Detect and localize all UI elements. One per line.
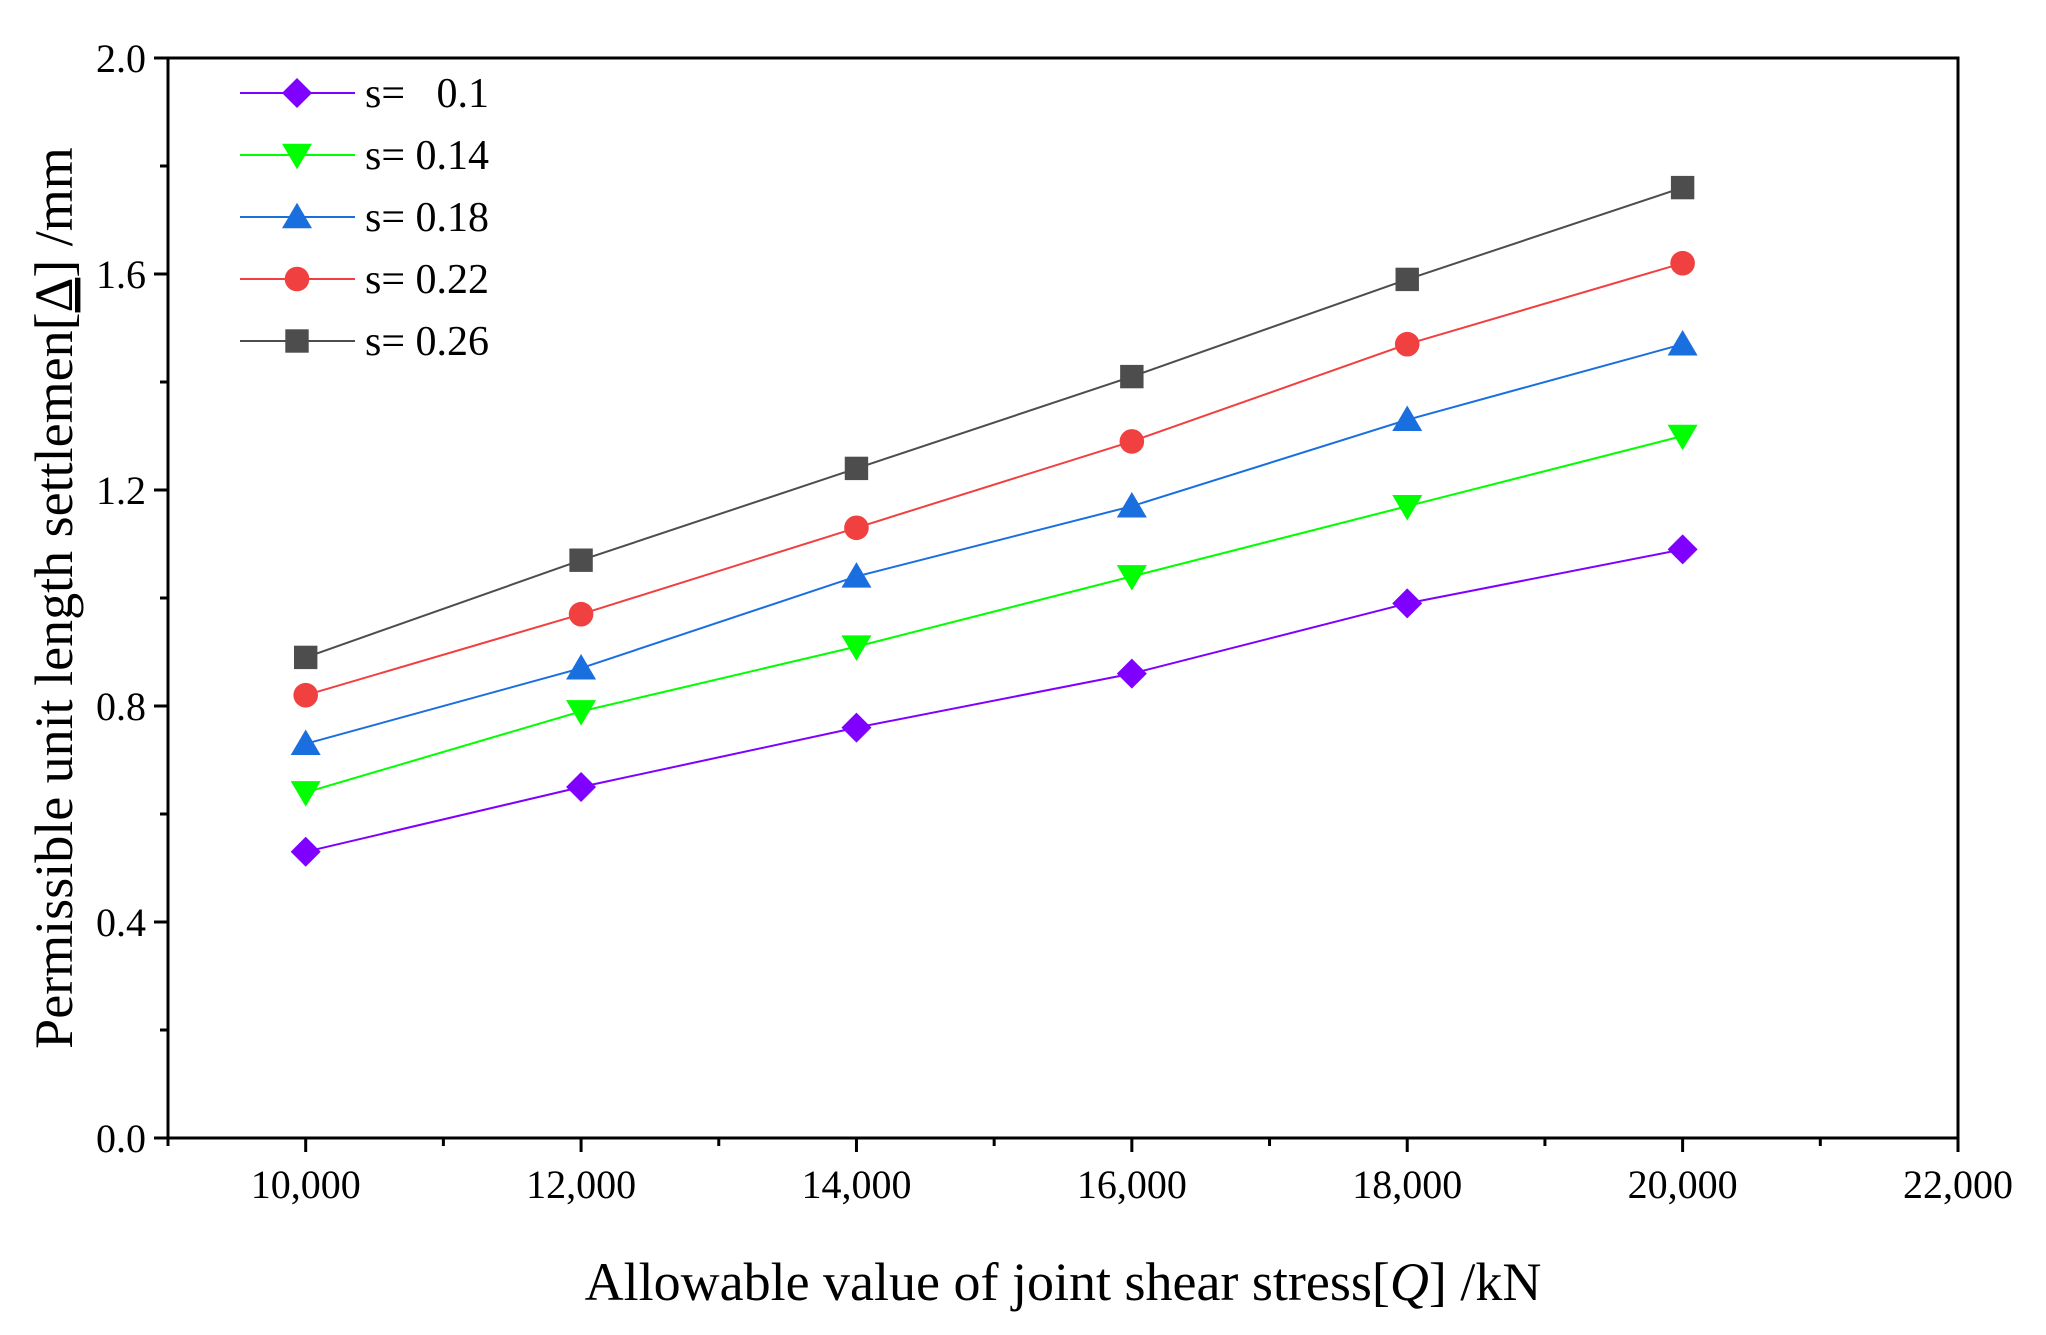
- data-point: [566, 700, 597, 726]
- legend-item: s= 0.14: [240, 133, 489, 179]
- series-line: [305, 262, 1683, 697]
- y-tick-label: 0.0: [96, 1116, 146, 1161]
- y-axis-title: Permissible unit length settlemen[Δ] /mm: [24, 147, 84, 1049]
- series-s-0-1: [290, 534, 1698, 867]
- legend-marker: [282, 78, 312, 108]
- y-axis-title-post: ] /mm: [24, 147, 84, 278]
- series-line: [305, 186, 1683, 659]
- data-point: [1119, 429, 1145, 454]
- legend-marker: [285, 329, 309, 353]
- y-axis-title-pre: Permissible unit length settlemen[: [24, 312, 84, 1048]
- data-point: [1392, 588, 1423, 619]
- y-axis-title-delta: Δ: [24, 278, 84, 313]
- series-line: [305, 548, 1683, 853]
- series-line: [305, 435, 1683, 794]
- legend-item: s= 0.26: [240, 319, 489, 365]
- data-point: [293, 682, 318, 708]
- y-tick-label: 2.0: [96, 36, 146, 81]
- data-point: [1116, 565, 1147, 591]
- data-point: [841, 562, 872, 588]
- x-tick-label: 14,000: [801, 1162, 911, 1207]
- data-point: [1670, 175, 1695, 200]
- data-point: [1116, 491, 1147, 518]
- data-point: [569, 548, 593, 572]
- x-axis-title-post: ] /kN: [1429, 1252, 1541, 1312]
- data-point: [844, 456, 869, 481]
- data-point: [1670, 250, 1695, 276]
- data-point: [1667, 329, 1698, 356]
- x-axis-title-italic: Q: [1390, 1252, 1429, 1312]
- series-s-0-22: [293, 250, 1695, 708]
- legend-marker: [284, 266, 310, 292]
- data-point: [290, 729, 321, 756]
- legend-label: s= 0.18: [365, 195, 489, 241]
- x-tick-label: 18,000: [1352, 1162, 1462, 1207]
- y-tick-label: 0.8: [96, 684, 146, 729]
- data-point: [566, 653, 597, 680]
- legend-label: s= 0.1: [365, 71, 489, 117]
- y-tick-label: 1.6: [96, 252, 146, 297]
- series-line: [305, 343, 1683, 745]
- series-s-0-18: [290, 329, 1698, 756]
- plot-frame: [166, 56, 1960, 1140]
- data-point: [1120, 364, 1144, 389]
- legend-marker: [282, 143, 312, 170]
- x-axis-title-pre: Allowable value of joint shear stress[: [585, 1252, 1390, 1312]
- series-s-0-14: [290, 424, 1698, 807]
- x-tick-label: 20,000: [1628, 1162, 1738, 1207]
- legend-label: s= 0.22: [365, 257, 489, 303]
- data-point: [1392, 494, 1423, 521]
- axis-ticks: 10,000 12,000 14,000 16,000 18,000 20,000 22,0…: [96, 36, 2013, 1207]
- y-tick-label: 0.4: [96, 900, 146, 945]
- legend: s= 0.1 s= 0.14 s= 0.18 s= 0.22 s= 0.26: [240, 71, 489, 365]
- data-point: [841, 635, 872, 661]
- legend-item: s= 0.18: [240, 195, 489, 241]
- data-point: [293, 645, 318, 670]
- x-axis-title: Allowable value of joint shear stress[Q]…: [585, 1252, 1542, 1312]
- x-tick-label: 12,000: [526, 1162, 636, 1207]
- legend-item: s= 0.1: [240, 71, 489, 117]
- x-tick-label: 10,000: [251, 1162, 361, 1207]
- legend-label: s= 0.14: [365, 133, 489, 179]
- data-point: [1392, 405, 1423, 432]
- data-point: [290, 836, 321, 867]
- legend-label: s= 0.26: [365, 319, 489, 365]
- data-point: [1116, 658, 1147, 689]
- data-point: [1667, 534, 1698, 565]
- data-point: [1394, 331, 1420, 357]
- data-point: [568, 601, 594, 627]
- data-point: [844, 515, 869, 541]
- legend-marker: [282, 202, 312, 229]
- data-point: [566, 772, 597, 802]
- data-point: [1667, 424, 1698, 451]
- series-group: [290, 175, 1698, 867]
- data-point: [1395, 267, 1419, 292]
- data-point: [841, 712, 872, 743]
- x-tick-label: 22,000: [1903, 1162, 2013, 1207]
- y-tick-label: 1.2: [96, 468, 146, 513]
- data-point: [290, 781, 321, 807]
- series-s-0-26: [293, 175, 1695, 670]
- x-tick-label: 16,000: [1077, 1162, 1187, 1207]
- legend-item: s= 0.22: [240, 257, 489, 303]
